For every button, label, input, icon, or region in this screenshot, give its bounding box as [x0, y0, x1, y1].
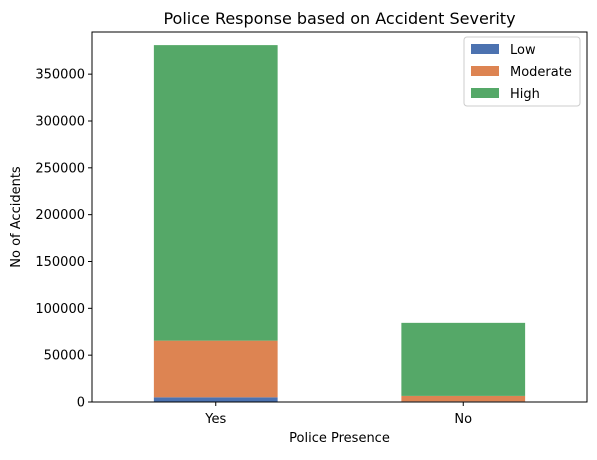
y-tick-label: 200000	[35, 208, 85, 223]
legend-swatch-moderate	[471, 66, 499, 76]
plot-frame	[91, 31, 588, 403]
y-tick-label: 100000	[35, 302, 85, 317]
x-tick-label: Yes	[204, 412, 226, 427]
y-axis-label: No of Accidents	[9, 166, 24, 268]
bar-yes-moderate	[153, 340, 278, 398]
bar-no-high	[401, 322, 526, 396]
x-tick-label: No	[454, 412, 472, 427]
x-axis-label: Police Presence	[289, 431, 390, 446]
y-tick-label: 0	[77, 396, 85, 411]
y-tick-label: 350000	[35, 68, 85, 83]
legend-swatch-high	[471, 88, 499, 98]
legend-swatch-low	[471, 44, 499, 54]
y-tick-label: 250000	[35, 161, 85, 176]
y-tick-label: 50000	[44, 349, 85, 364]
bar-yes-low	[153, 397, 278, 402]
legend: Low Moderate High	[463, 36, 581, 107]
legend-label-high: High	[510, 87, 540, 102]
legend-label-low: Low	[510, 43, 536, 58]
bar-yes-high	[153, 45, 278, 341]
ticks-layer: 0 50000 100000 150000 200000 250000 300000 3500…	[35, 68, 472, 427]
y-tick-label: 300000	[35, 114, 85, 129]
bars-layer	[153, 45, 526, 402]
legend-label-moderate: Moderate	[510, 65, 572, 80]
bar-no-moderate	[401, 395, 526, 402]
y-tick-label: 150000	[35, 255, 85, 270]
chart-title: Police Response based on Accident Severi…	[163, 9, 515, 28]
